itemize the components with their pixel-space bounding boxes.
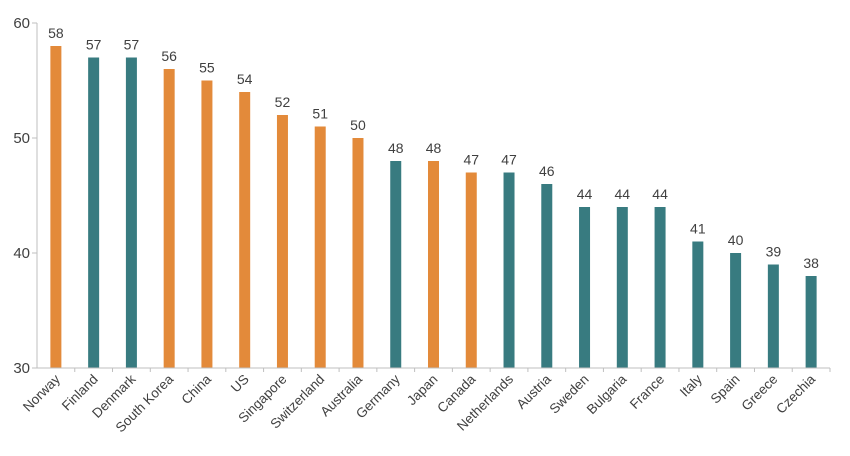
bar [465, 172, 477, 368]
category-label: Bulgaria [584, 371, 630, 417]
y-tick-label: 50 [13, 130, 30, 147]
data-label: 48 [426, 140, 442, 156]
bar [805, 276, 817, 368]
y-tick-label: 30 [13, 360, 30, 377]
bar [314, 126, 326, 368]
y-tick-label: 60 [13, 15, 30, 32]
category-label: Czechia [773, 371, 818, 416]
data-label: 46 [539, 163, 555, 179]
category-label: US [228, 372, 252, 396]
bar [428, 161, 439, 368]
data-label: 44 [652, 186, 668, 202]
bar [616, 207, 628, 368]
bars [50, 46, 817, 368]
data-label: 50 [350, 117, 366, 133]
data-label: 54 [237, 71, 253, 87]
data-label: 58 [48, 25, 64, 41]
bar [125, 57, 137, 368]
bar [239, 92, 251, 368]
category-label: Sweden [547, 372, 592, 417]
bar [88, 57, 100, 368]
data-label: 38 [803, 255, 819, 271]
bar [352, 138, 364, 368]
bar [767, 264, 779, 368]
data-label: 40 [728, 232, 744, 248]
bar [390, 161, 402, 368]
bar [541, 184, 553, 368]
category-label: China [178, 371, 214, 407]
category-label: Spain [708, 372, 743, 407]
category-label: France [627, 372, 667, 412]
data-label: 57 [86, 37, 102, 53]
data-label: 47 [463, 152, 479, 168]
data-label: 39 [766, 244, 782, 260]
data-label: 52 [275, 94, 291, 110]
data-label: 41 [690, 221, 706, 237]
data-label: 51 [312, 106, 328, 122]
bar [201, 80, 213, 368]
bar [654, 207, 666, 368]
y-axis: 30 40 50 60 [13, 15, 38, 377]
data-label: 48 [388, 140, 404, 156]
bar [579, 207, 591, 368]
bar [276, 115, 288, 368]
bar [163, 69, 175, 368]
bar [692, 241, 704, 368]
data-label: 57 [124, 37, 140, 53]
data-label: 56 [161, 48, 177, 64]
category-label: Italy [677, 371, 705, 399]
data-label: 55 [199, 60, 215, 76]
y-tick-label: 40 [13, 245, 30, 262]
bar [503, 172, 515, 368]
bar [730, 253, 742, 368]
bar [50, 46, 62, 368]
data-label: 47 [501, 152, 517, 168]
data-labels: 58 57 57 56 55 54 52 51 50 48 48 47 47 46 44 44 44 41 40 39… [48, 25, 819, 271]
category-label: Norway [20, 371, 63, 414]
data-label: 44 [615, 186, 631, 202]
data-label: 44 [577, 186, 593, 202]
category-label: Japan [404, 372, 441, 409]
